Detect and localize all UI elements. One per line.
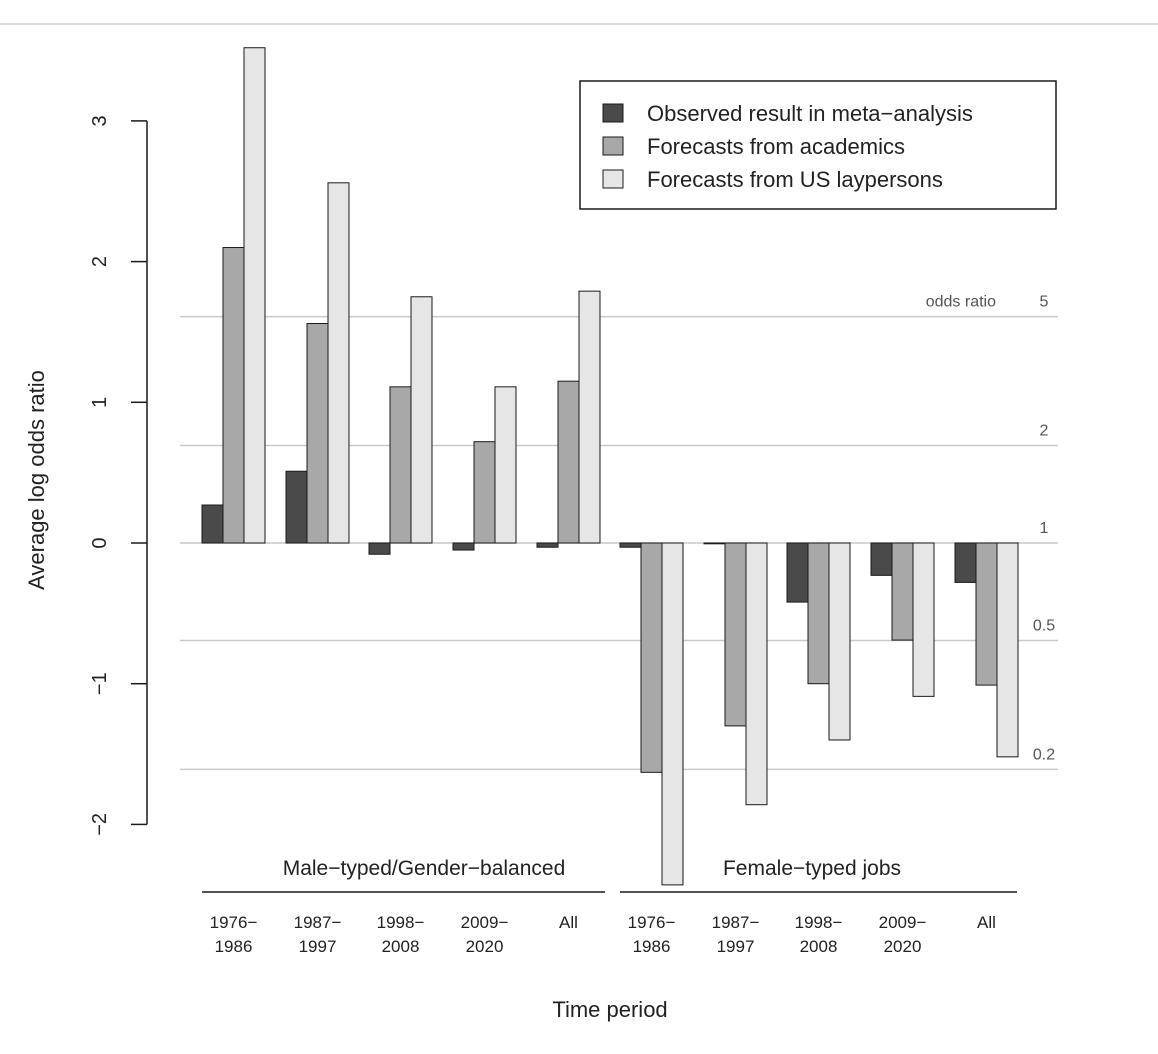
bar-academics xyxy=(975,542,998,686)
odds-ratio-label: 5 xyxy=(1040,294,1049,311)
y-tick-label: −2 xyxy=(89,813,111,836)
y-tick-label: 0 xyxy=(89,537,111,548)
odds-ratio-label: 0.5 xyxy=(1033,618,1055,635)
bar-academics xyxy=(891,542,914,641)
bar-observed xyxy=(870,542,893,576)
bar-observed xyxy=(201,504,224,544)
x-tick-label: 1987− xyxy=(294,913,342,932)
legend-swatch xyxy=(602,169,624,189)
odds-ratio-title: odds ratio xyxy=(926,294,996,311)
x-axis-title: Time period xyxy=(552,997,667,1022)
legend-swatch xyxy=(602,136,624,156)
x-tick-label: 2008 xyxy=(800,937,838,956)
bar-observed xyxy=(786,542,809,603)
bar-laypersons xyxy=(243,47,266,544)
legend-box xyxy=(579,80,1057,210)
bar-academics xyxy=(306,323,329,544)
x-tick-label: 1997 xyxy=(299,937,337,956)
bar-observed xyxy=(703,542,726,545)
bar-laypersons xyxy=(996,542,1019,758)
x-tick-label: 2008 xyxy=(382,937,420,956)
bar-observed xyxy=(285,470,308,544)
bar-laypersons xyxy=(745,542,768,806)
legend: Observed result in meta−analysis Forecast… xyxy=(579,80,1057,210)
legend-swatch xyxy=(602,103,624,123)
bar-observed xyxy=(954,542,977,583)
legend-label: Forecasts from US laypersons xyxy=(647,167,943,192)
x-tick-label: All xyxy=(977,913,996,932)
group-label: Female−typed jobs xyxy=(723,857,901,880)
group-label: Male−typed/Gender−balanced xyxy=(283,857,566,880)
bar-academics xyxy=(222,247,245,544)
x-tick-label: 1976− xyxy=(210,913,258,932)
x-tick-label: 1986 xyxy=(215,937,253,956)
x-axis: Male−typed/Gender−balanced Female−typed j… xyxy=(202,857,1017,956)
y-axis-title: Average log odds ratio xyxy=(24,370,49,590)
x-tick-label: 2009− xyxy=(879,913,927,932)
bar-observed xyxy=(368,542,391,555)
bar-observed xyxy=(536,542,559,548)
bar-observed xyxy=(619,542,642,548)
bar-laypersons xyxy=(410,296,433,544)
bar-laypersons xyxy=(912,542,935,697)
bar-academics xyxy=(724,542,747,727)
x-tick-label: 2020 xyxy=(466,937,504,956)
odds-ratio-label: 0.2 xyxy=(1033,746,1055,763)
bar-academics xyxy=(389,386,412,544)
bar-laypersons xyxy=(327,182,350,544)
bar-laypersons xyxy=(828,542,851,741)
bar-academics xyxy=(557,380,580,544)
bar-laypersons xyxy=(661,542,684,886)
x-tick-label: All xyxy=(559,913,578,932)
bar-laypersons xyxy=(494,386,517,544)
y-axis: −2 −1 0 1 2 3 xyxy=(89,115,148,836)
bar-observed xyxy=(452,542,475,551)
legend-label: Forecasts from academics xyxy=(647,134,905,159)
bar-laypersons xyxy=(578,290,601,544)
y-tick-label: 3 xyxy=(89,115,111,126)
x-tick-label: 1976− xyxy=(628,913,676,932)
x-tick-label: 1986 xyxy=(633,937,671,956)
x-tick-label: 1997 xyxy=(717,937,755,956)
bar-academics xyxy=(473,441,496,544)
x-tick-label: 2020 xyxy=(884,937,922,956)
x-tick-label: 1987− xyxy=(712,913,760,932)
x-tick-label: 1998− xyxy=(795,913,843,932)
y-tick-label: 1 xyxy=(89,397,111,408)
x-tick-label: 2009− xyxy=(461,913,509,932)
legend-label: Observed result in meta−analysis xyxy=(647,101,973,126)
odds-ratio-label: 2 xyxy=(1040,422,1049,439)
bar-academics xyxy=(807,542,830,685)
y-tick-label: 2 xyxy=(89,256,111,267)
bars xyxy=(201,47,1019,886)
x-tick-label: 1998− xyxy=(377,913,425,932)
y-tick-label: −1 xyxy=(89,672,111,695)
bar-academics xyxy=(640,542,663,773)
odds-ratio-label: 1 xyxy=(1040,520,1049,537)
